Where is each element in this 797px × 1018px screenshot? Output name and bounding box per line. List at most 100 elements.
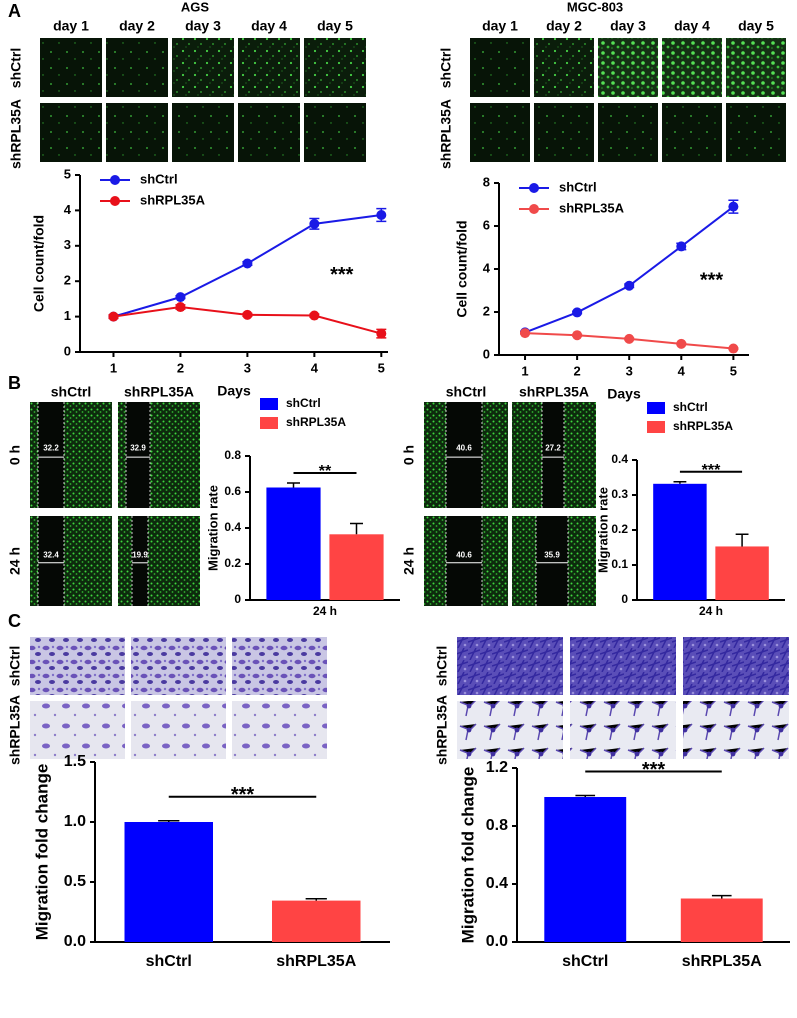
bar	[653, 483, 707, 600]
marker	[108, 311, 119, 322]
marker	[309, 218, 320, 229]
marker	[624, 280, 635, 291]
y-tick-label: 0.4	[486, 875, 508, 892]
legend-label: shRPL35A	[673, 419, 733, 433]
row-label: 0 h	[401, 445, 417, 465]
marker	[242, 258, 253, 269]
wound-width: 35.9	[544, 551, 560, 560]
micrograph	[40, 103, 102, 162]
column-label: shCtrl	[51, 384, 91, 400]
micrograph	[570, 637, 676, 695]
wound-width: 32.4	[43, 551, 59, 560]
bar	[266, 487, 321, 600]
error-bar	[349, 522, 364, 535]
micrograph	[131, 637, 226, 695]
y-tick-label: 0.8	[486, 817, 508, 834]
micrograph	[106, 103, 168, 162]
x-tick-label: shCtrl	[562, 953, 608, 970]
wound-width: 40.6	[456, 444, 472, 453]
day-label: day 4	[251, 18, 287, 34]
legend-label: shRPL35A	[140, 192, 206, 207]
marker	[242, 309, 253, 320]
x-tick-label: 5	[378, 360, 385, 375]
micrograph	[534, 38, 594, 97]
y-tick-label: 0.0	[486, 933, 508, 950]
annotation: **	[319, 463, 332, 480]
marker	[175, 292, 186, 303]
marker	[572, 330, 583, 341]
marker	[728, 343, 739, 354]
wound-gap	[126, 402, 150, 508]
micrograph	[683, 637, 789, 695]
y-axis-label: Migration fold change	[458, 767, 477, 944]
wound-gap	[38, 402, 64, 508]
x-tick-label: 5	[730, 363, 737, 378]
day-label: day 3	[185, 18, 221, 34]
column-label: shRPL35A	[124, 384, 194, 400]
y-tick-label: 0.4	[611, 452, 628, 466]
x-tick-label: 2	[177, 360, 184, 375]
panel-label: A	[8, 1, 21, 21]
legend-marker	[529, 183, 539, 193]
y-tick-label: 4	[64, 202, 72, 217]
wound-gap	[446, 402, 482, 508]
legend-marker	[529, 204, 539, 214]
y-tick-label: 0.3	[611, 487, 628, 501]
x-tick-label: 4	[311, 360, 319, 375]
annotation: ***	[702, 462, 721, 479]
day-label: day 2	[546, 18, 582, 34]
y-tick-label: 0	[483, 346, 490, 361]
y-tick-label: 0.8	[224, 448, 241, 462]
micrograph	[238, 38, 300, 97]
x-tick-label: 24 h	[313, 604, 337, 618]
marker	[175, 302, 186, 313]
wound-image	[118, 516, 200, 606]
wound-width: 27.2	[545, 444, 561, 453]
micrograph	[232, 701, 327, 759]
micrograph	[598, 103, 658, 162]
micrograph	[30, 637, 125, 695]
wound-width: 32.2	[43, 444, 59, 453]
legend-label: shCtrl	[286, 396, 321, 410]
y-tick-label: 0.2	[224, 556, 241, 570]
wound-gap	[446, 516, 482, 606]
micrograph	[470, 103, 530, 162]
legend-label: shCtrl	[673, 400, 708, 414]
micrograph	[470, 38, 530, 97]
marker	[376, 328, 387, 339]
error-bar	[305, 898, 327, 901]
x-tick-label: 4	[678, 363, 686, 378]
x-tick-label: 1	[521, 363, 528, 378]
micrograph	[457, 637, 563, 695]
legend-label: shCtrl	[140, 171, 178, 186]
legend-label: shRPL35A	[559, 200, 625, 215]
y-tick-label: 0	[234, 592, 241, 606]
marker	[728, 201, 739, 212]
y-tick-label: 2	[64, 273, 71, 288]
panel-label: C	[8, 611, 21, 631]
bar	[124, 822, 213, 942]
row-label: shRPL35A	[434, 695, 450, 765]
micrograph	[662, 103, 722, 162]
bar	[329, 534, 384, 600]
micrograph	[106, 38, 168, 97]
y-axis-label: Cell count/fold	[31, 215, 47, 312]
y-tick-label: 1.5	[64, 753, 86, 770]
day-label: day 2	[119, 18, 155, 34]
y-axis-label: Migration rate	[595, 487, 610, 573]
y-tick-label: 0.6	[224, 484, 241, 498]
legend-marker	[110, 196, 120, 206]
row-label: 24 h	[7, 547, 23, 575]
annotation: ***	[330, 264, 354, 286]
x-axis-label: Days	[607, 386, 641, 402]
x-tick-label: shCtrl	[146, 953, 192, 970]
y-tick-label: 6	[483, 217, 490, 232]
micrograph	[304, 103, 366, 162]
x-tick-label: shRPL35A	[276, 953, 356, 970]
marker	[676, 338, 687, 349]
row-label: 0 h	[7, 445, 23, 465]
bar	[680, 898, 763, 942]
row-label: 24 h	[401, 547, 417, 575]
x-tick-label: 2	[574, 363, 581, 378]
y-tick-label: 0.4	[224, 520, 241, 534]
